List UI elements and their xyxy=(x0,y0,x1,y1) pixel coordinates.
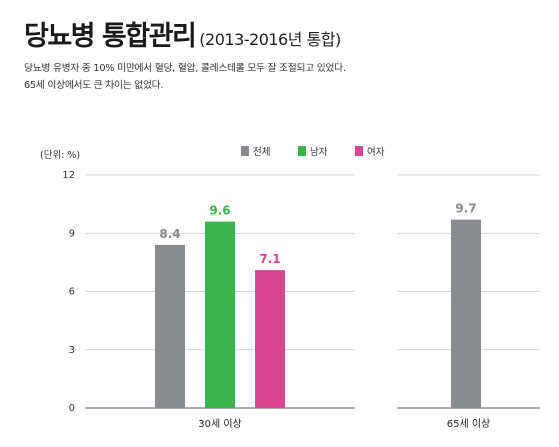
bar-0-0 xyxy=(155,244,185,408)
legend-swatch-1 xyxy=(298,146,306,156)
y-tick-label-0: 0 xyxy=(69,403,75,414)
bar-0-2 xyxy=(255,270,285,408)
y-tick-label-4: 12 xyxy=(62,170,75,181)
bar-value-label-0-0: 8.4 xyxy=(159,227,180,241)
y-tick-label-1: 3 xyxy=(69,345,75,356)
legend-label-2: 여자 xyxy=(367,146,385,158)
category-label-1: 65세 이상 xyxy=(447,418,491,430)
bar-value-label-1-0: 9.7 xyxy=(455,202,476,216)
page-title: 당뇨병 통합관리 xyxy=(24,21,197,52)
unit-label: (단위: %) xyxy=(40,149,80,161)
y-tick-label-2: 6 xyxy=(69,287,75,298)
category-label-0: 30세 이상 xyxy=(198,418,242,430)
bar-1-0 xyxy=(451,219,481,408)
description-line-2: 65세 이상에서도 큰 차이는 없었다. xyxy=(24,80,164,91)
description: 당뇨병 유병자 중 10% 미만에서 혈당, 혈압, 콜레스테롤 모두 잘 조절… xyxy=(24,60,346,94)
legend-label-0: 전체 xyxy=(253,147,270,158)
bar-0-1 xyxy=(205,221,235,408)
title-block: 당뇨병 통합관리 (2013-2016년 통합) xyxy=(24,14,341,53)
legend-swatch-0 xyxy=(241,146,249,156)
description-line-1: 당뇨병 유병자 중 10% 미만에서 혈당, 혈압, 콜레스테롤 모두 잘 조절… xyxy=(24,63,346,74)
page-subtitle: (2013-2016년 통합) xyxy=(199,30,341,49)
bar-value-label-0-2: 7.1 xyxy=(259,252,280,266)
bar-value-label-0-1: 9.6 xyxy=(209,204,230,218)
legend-label-1: 남자 xyxy=(310,147,328,158)
y-tick-label-3: 9 xyxy=(69,228,75,239)
legend-swatch-2 xyxy=(355,146,363,156)
